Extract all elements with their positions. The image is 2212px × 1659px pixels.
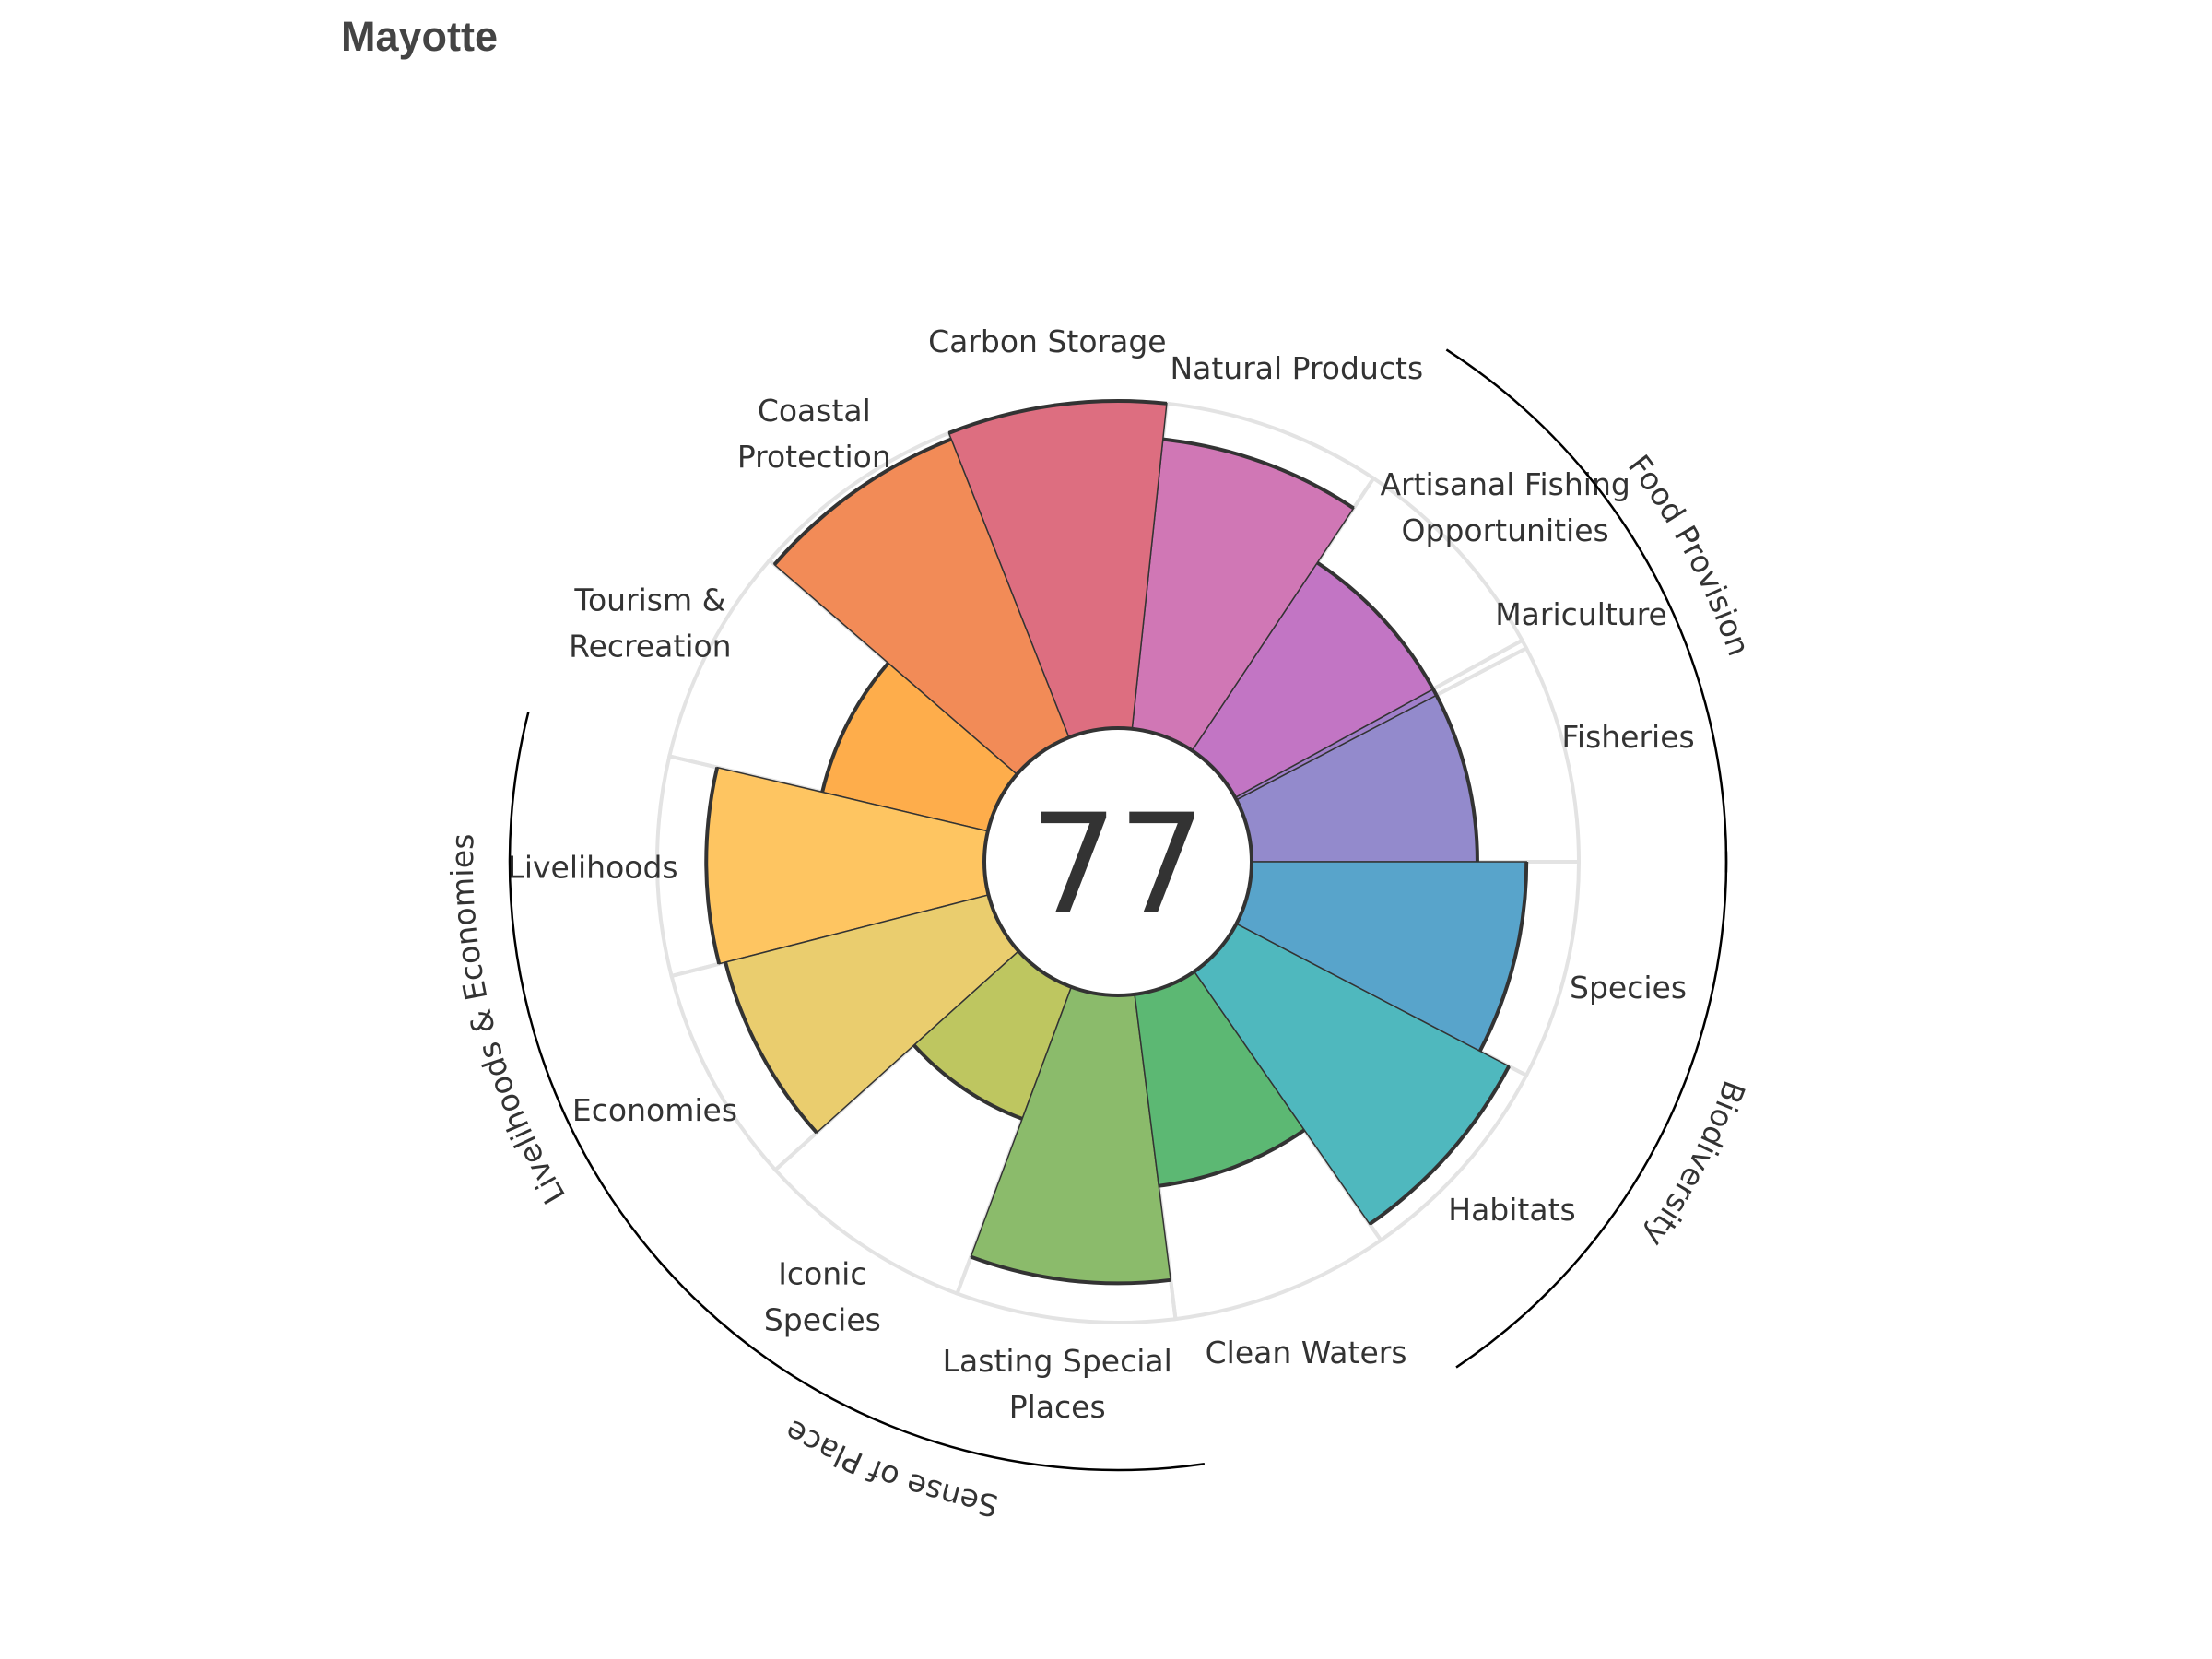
goal-label: Fisheries: [1561, 719, 1694, 755]
goal-label: Artisanal Fishing Opportunities: [1380, 466, 1630, 548]
petal-outline: [1477, 861, 1529, 1053]
goal-label-line: Species: [1570, 970, 1687, 1006]
group-arc: [508, 712, 674, 1277]
group-arc: [657, 1259, 1206, 1472]
center-disc: 77: [982, 726, 1253, 997]
goal-label-line: Coastal: [758, 393, 871, 429]
petal-outline: [912, 1043, 1023, 1121]
goal-label-line: Lasting Special: [943, 1343, 1172, 1379]
goal-label-line: Clean Waters: [1206, 1335, 1407, 1371]
group-arc: [1445, 348, 1728, 873]
goal-label-line: Iconic: [778, 1255, 866, 1291]
goal-label-line: Habitats: [1448, 1192, 1575, 1228]
petal-outline: [1368, 1065, 1511, 1226]
goal-label: Mariculture: [1495, 596, 1667, 632]
goal-label-line: Mariculture: [1495, 596, 1667, 632]
goal-label: Tourism & Recreation: [569, 582, 731, 665]
petal-outline: [947, 399, 1168, 435]
petal-outline: [1316, 560, 1435, 690]
petal-outline: [1434, 694, 1479, 863]
goal-label: Economies: [572, 1092, 737, 1128]
goal-label-line: Species: [764, 1301, 881, 1337]
group-label: Sense of Place: [779, 1413, 1001, 1524]
group-arc: [1455, 851, 1728, 1369]
goal-label-line: Artisanal Fishing: [1380, 466, 1630, 502]
petal-outline: [724, 961, 818, 1135]
chart-title: Mayotte: [341, 13, 498, 60]
petal-outline: [704, 767, 722, 965]
goal-label-line: Livelihoods: [507, 849, 677, 885]
goal-label-line: Opportunities: [1402, 512, 1609, 548]
goal-label: Habitats: [1448, 1192, 1575, 1228]
group-label: Biodiversity: [1637, 1077, 1752, 1253]
goal-label-line: Natural Products: [1170, 350, 1423, 386]
goal-label: Clean Waters: [1206, 1335, 1407, 1371]
goal-label: Species: [1570, 970, 1687, 1006]
petal-outline: [1162, 437, 1355, 511]
petal-outline: [970, 1254, 1171, 1286]
center-score: 77: [1030, 785, 1206, 946]
goal-label-line: Fisheries: [1561, 719, 1694, 755]
goal-label-line: Recreation: [569, 629, 731, 665]
goal-label-line: Protection: [737, 439, 891, 475]
goal-label: Lasting Special Places: [943, 1343, 1172, 1425]
goal-label: Carbon Storage: [928, 324, 1167, 359]
goal-label-line: Carbon Storage: [928, 324, 1167, 359]
goal-label-line: Tourism &: [573, 582, 725, 618]
goal-label: Iconic Species: [764, 1255, 881, 1337]
petals-layer: [704, 399, 1529, 1286]
labels-layer: Fisheries Mariculture Artisanal Fishing Opp…: [507, 324, 1694, 1425]
group-label: Livelihoods & Economies: [444, 833, 572, 1210]
goal-label-line: Economies: [572, 1092, 737, 1128]
petal-outline: [1159, 1128, 1306, 1188]
goal-label: Natural Products: [1170, 350, 1423, 386]
goal-label-line: Places: [1009, 1389, 1106, 1425]
goal-label: Coastal Protection: [737, 393, 891, 475]
petal-outline: [772, 437, 952, 566]
goal-label: Livelihoods: [507, 849, 677, 885]
petal-outline: [820, 662, 890, 793]
